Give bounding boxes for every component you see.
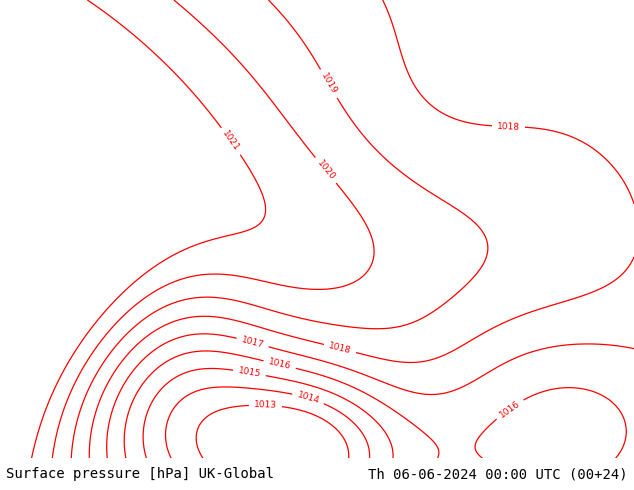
Text: 1015: 1015 [237, 367, 262, 379]
Text: 1014: 1014 [296, 391, 321, 406]
Text: 1018: 1018 [328, 341, 353, 356]
Text: 1017: 1017 [240, 335, 265, 350]
Text: 1021: 1021 [221, 129, 242, 153]
Text: 1018: 1018 [497, 122, 520, 131]
Text: Th 06-06-2024 00:00 UTC (00+24): Th 06-06-2024 00:00 UTC (00+24) [368, 467, 628, 481]
Text: 1020: 1020 [315, 159, 337, 182]
Text: Surface pressure [hPa] UK-Global: Surface pressure [hPa] UK-Global [6, 467, 275, 481]
Text: 1013: 1013 [254, 400, 277, 410]
Text: 1019: 1019 [319, 72, 339, 96]
Text: 1016: 1016 [268, 358, 292, 371]
Text: 1016: 1016 [498, 398, 522, 419]
